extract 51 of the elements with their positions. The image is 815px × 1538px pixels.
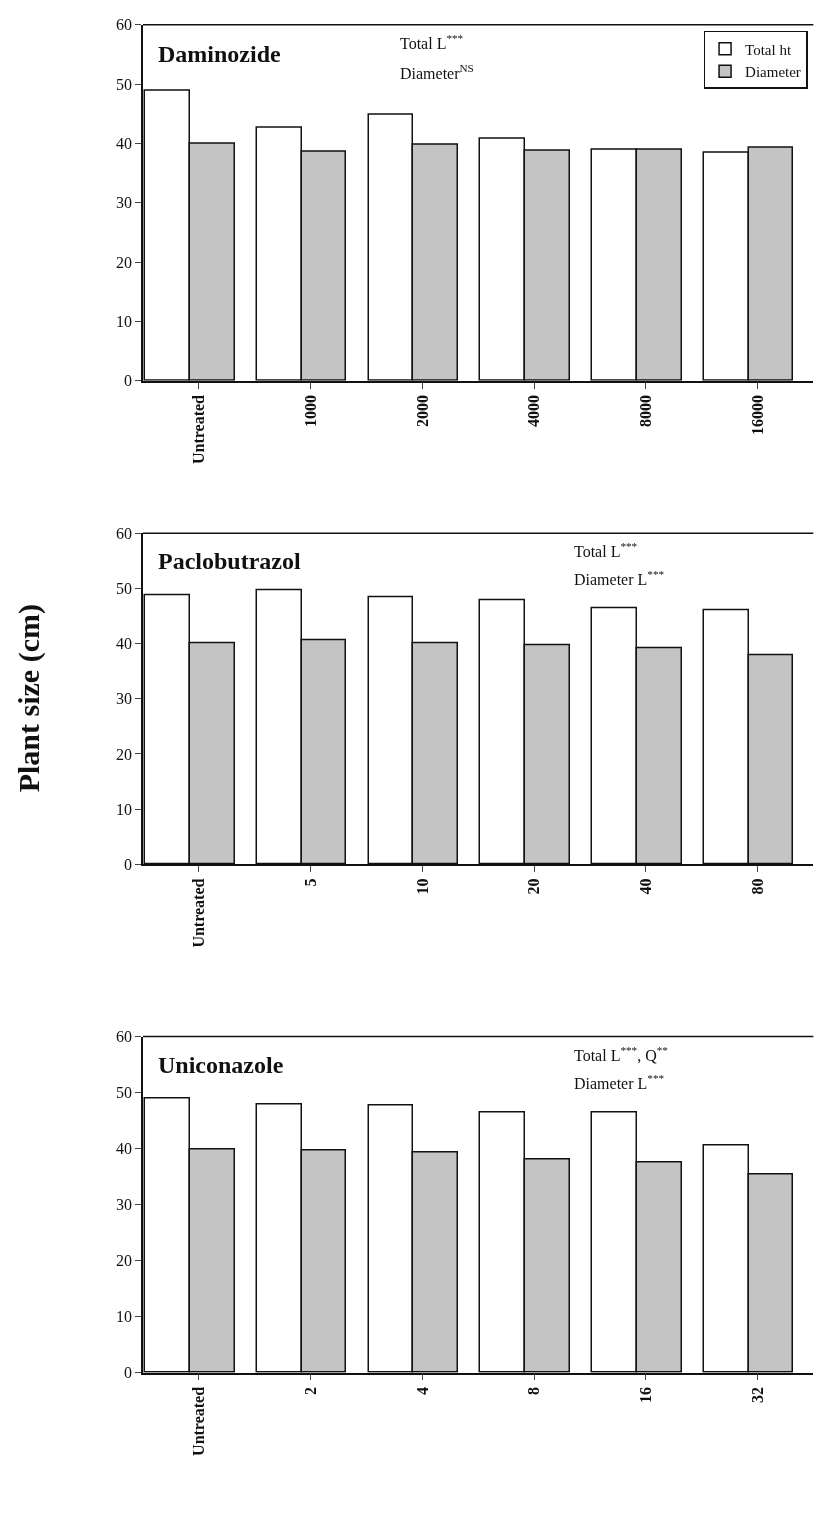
y-tick-label: 60 — [116, 1028, 133, 1046]
y-tick-label: 10 — [116, 800, 133, 818]
y-tick-label: 60 — [116, 524, 133, 542]
x-tick-label: 2000 — [413, 394, 431, 427]
y-tick-label: 50 — [116, 75, 133, 93]
text: Daminozide — [158, 41, 282, 67]
x-tick-label: 4000 — [525, 394, 543, 427]
x-tick-label: 32 — [748, 1386, 766, 1403]
y-axis-title: Plant size (cm) — [11, 604, 46, 793]
legend-label: Total ht — [745, 41, 792, 58]
x-tick-label: 20 — [525, 878, 543, 895]
x-tick-label: Untreated — [190, 394, 208, 465]
text: Uniconazole — [158, 1052, 284, 1078]
y-tick-label: 10 — [116, 1308, 133, 1326]
y-tick-label: 0 — [124, 372, 133, 390]
y-tick-label: 50 — [116, 1084, 133, 1102]
y-tick-label: 20 — [116, 253, 133, 271]
x-tick-label: 8 — [525, 1386, 543, 1395]
y-tick-label: 40 — [116, 135, 133, 153]
text: Paclobutrazol — [158, 548, 301, 574]
y-tick-label: 40 — [116, 1140, 133, 1158]
y-tick-label: 60 — [116, 16, 133, 34]
y-tick-label: 0 — [124, 856, 133, 874]
annotation: Total L$^{***}$, Q$^{**}$ — [574, 1044, 669, 1064]
y-tick-label: 30 — [116, 194, 133, 212]
x-tick-label: 5 — [301, 878, 319, 887]
y-tick-label: 50 — [116, 579, 133, 597]
legend-label: Diameter — [745, 64, 801, 80]
x-tick-label: 10 — [413, 878, 431, 895]
y-tick-label: 10 — [116, 313, 133, 331]
annotation: Diameter L$^{***}$ — [574, 568, 665, 588]
annotation: Diameter L$^{***}$ — [574, 1072, 665, 1092]
x-tick-label: 16 — [636, 1386, 654, 1403]
x-tick-label: 2 — [301, 1386, 319, 1395]
annotation: Total L$^{***}$ — [574, 540, 638, 560]
annotation: Diameter$^{NS}$ — [400, 62, 474, 82]
y-tick-label: 20 — [116, 745, 133, 763]
y-tick-label: 0 — [124, 1364, 133, 1382]
x-tick-label: 4 — [413, 1386, 431, 1395]
x-tick-label: 16000 — [748, 394, 766, 435]
annotation: Total L$^{***}$ — [400, 32, 464, 52]
x-tick-label: 40 — [636, 878, 654, 895]
x-tick-label: 80 — [748, 878, 766, 895]
x-tick-label: Untreated — [190, 878, 208, 948]
x-tick-label: 1000 — [301, 394, 319, 427]
y-tick-label: 20 — [116, 1252, 133, 1270]
x-tick-label: Untreated — [190, 1386, 208, 1456]
y-tick-label: 30 — [116, 1196, 133, 1214]
x-tick-label: 8000 — [636, 394, 654, 427]
y-tick-label: 30 — [116, 690, 133, 708]
y-tick-label: 40 — [116, 635, 133, 653]
